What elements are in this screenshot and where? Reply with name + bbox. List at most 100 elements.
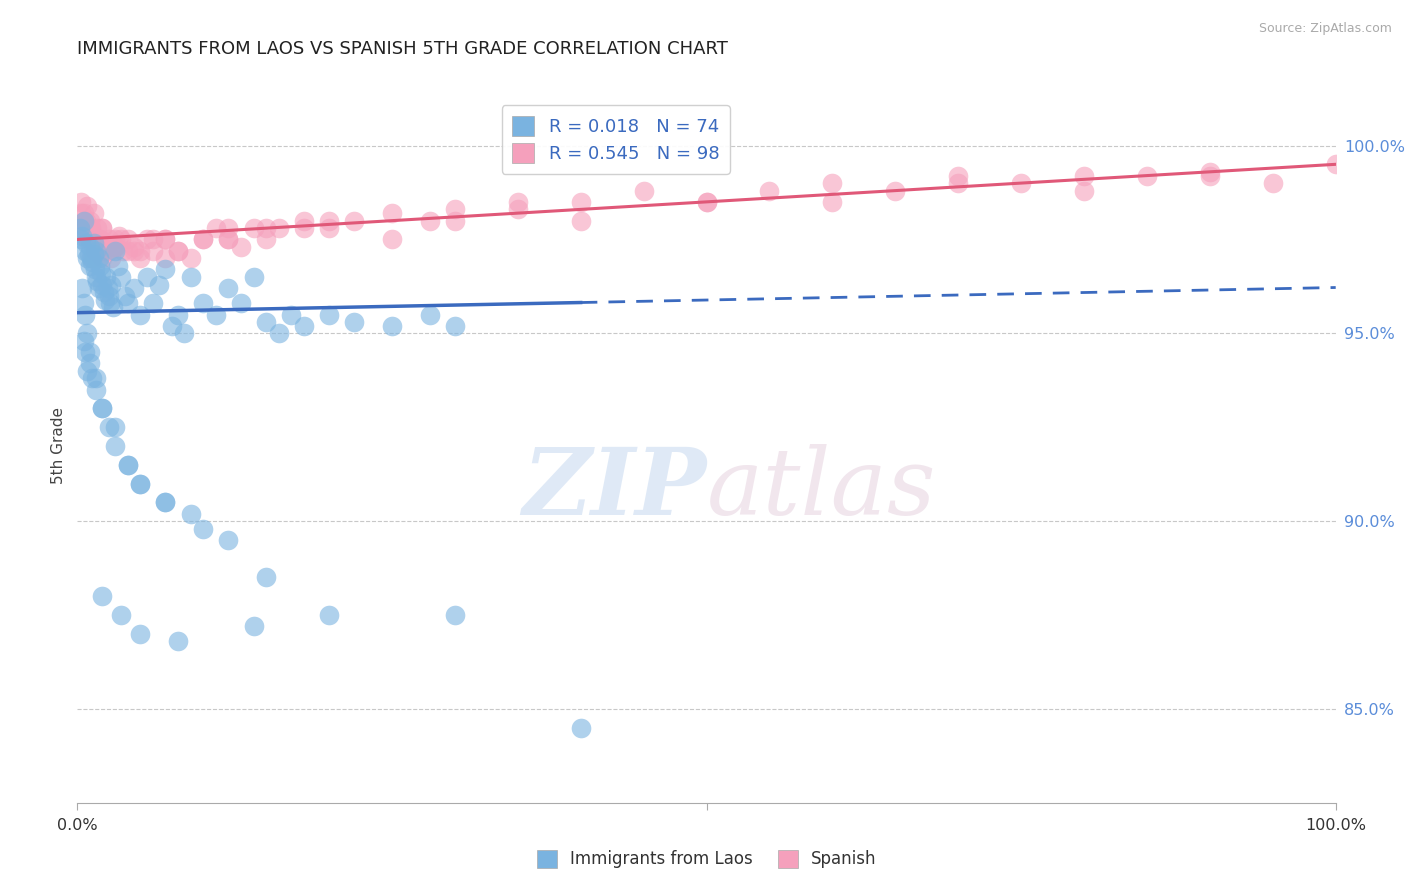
Point	[77, 247, 100, 261]
Point	[87, 281, 110, 295]
Point	[79, 345, 101, 359]
Point	[87, 251, 110, 265]
Point	[104, 240, 127, 254]
Point	[267, 326, 290, 341]
Point	[79, 356, 101, 370]
Point	[79, 213, 101, 227]
Point	[84, 232, 107, 246]
Point	[444, 202, 467, 217]
Point	[217, 232, 239, 246]
Point	[167, 308, 190, 322]
Point	[204, 308, 226, 322]
Point	[82, 251, 104, 265]
Point	[155, 232, 177, 246]
Point	[98, 296, 121, 310]
Point	[318, 607, 340, 622]
Point	[191, 296, 215, 310]
Point	[117, 244, 139, 258]
Point	[79, 240, 101, 254]
Point	[96, 270, 118, 285]
Point	[84, 244, 107, 258]
Point	[1261, 176, 1284, 190]
Point	[155, 495, 177, 509]
Point	[82, 371, 104, 385]
Point	[80, 251, 103, 265]
Point	[77, 232, 100, 246]
Point	[96, 281, 118, 295]
Point	[155, 251, 177, 265]
Point	[84, 270, 107, 285]
Point	[419, 308, 441, 322]
Point	[267, 221, 290, 235]
Point	[110, 232, 132, 246]
Point	[217, 281, 239, 295]
Point	[93, 236, 115, 251]
Point	[94, 293, 117, 307]
Point	[73, 345, 96, 359]
Point	[217, 221, 239, 235]
Point	[100, 277, 122, 292]
Point	[318, 308, 340, 322]
Point	[129, 308, 152, 322]
Point	[84, 240, 107, 254]
Point	[569, 213, 592, 227]
Point	[72, 228, 94, 243]
Point	[142, 232, 165, 246]
Point	[122, 240, 145, 254]
Point	[76, 199, 98, 213]
Point	[444, 213, 467, 227]
Point	[83, 247, 105, 261]
Point	[129, 251, 152, 265]
Point	[110, 270, 132, 285]
Point	[506, 202, 529, 217]
Point	[821, 194, 844, 209]
Point	[91, 589, 114, 603]
Point	[73, 221, 96, 235]
Point	[758, 184, 780, 198]
Point	[117, 296, 139, 310]
Point	[242, 221, 264, 235]
Point	[254, 232, 277, 246]
Point	[129, 244, 152, 258]
Point	[86, 221, 108, 235]
Point	[129, 627, 152, 641]
Point	[75, 236, 97, 251]
Point	[83, 236, 105, 251]
Point	[108, 228, 131, 243]
Point	[96, 244, 118, 258]
Point	[91, 251, 114, 265]
Point	[91, 401, 114, 416]
Point	[419, 213, 441, 227]
Point	[343, 213, 366, 227]
Point	[292, 318, 315, 333]
Point	[117, 232, 139, 246]
Point	[229, 296, 252, 310]
Point	[160, 318, 183, 333]
Point	[1198, 169, 1220, 183]
Point	[82, 255, 104, 269]
Point	[73, 221, 96, 235]
Point	[696, 194, 718, 209]
Point	[129, 476, 152, 491]
Point	[191, 522, 215, 536]
Point	[292, 221, 315, 235]
Point	[82, 232, 104, 246]
Point	[89, 232, 111, 246]
Point	[79, 221, 101, 235]
Point	[318, 221, 340, 235]
Point	[217, 533, 239, 547]
Point	[135, 270, 157, 285]
Point	[155, 495, 177, 509]
Point	[569, 721, 592, 735]
Point	[155, 232, 177, 246]
Point	[180, 270, 202, 285]
Point	[135, 232, 157, 246]
Point	[104, 439, 127, 453]
Point	[1073, 184, 1095, 198]
Point	[75, 213, 97, 227]
Point	[155, 262, 177, 277]
Point	[343, 315, 366, 329]
Point	[86, 274, 108, 288]
Point	[72, 221, 94, 235]
Point	[73, 308, 96, 322]
